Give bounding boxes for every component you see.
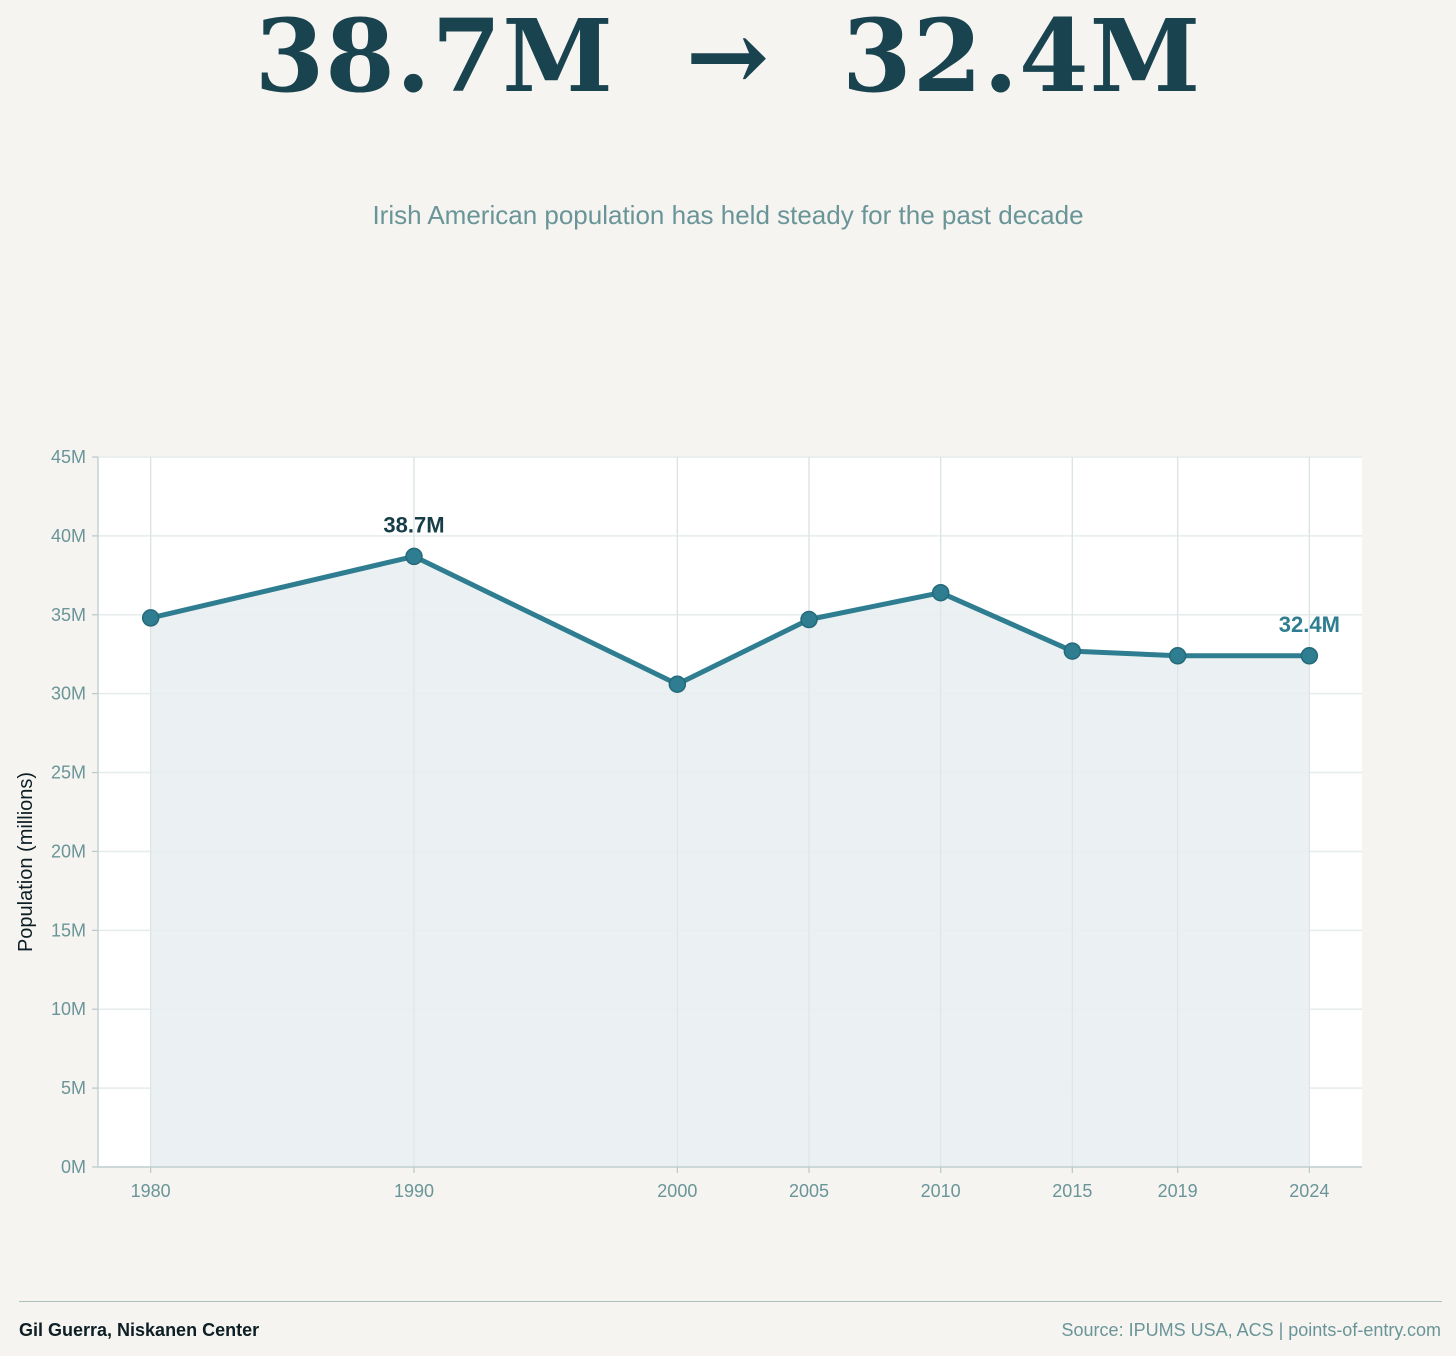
data-point: [405, 547, 423, 566]
y-tick-label: 15M: [51, 920, 86, 940]
population-chart: 0M 5M 10M 15M 20M 25M 30M 35M 40M 45M 1980 1990 2000…: [15, 447, 1362, 1201]
x-tick-label: 1990: [394, 1181, 434, 1201]
data-point: [1168, 647, 1187, 665]
x-tick-label: 2010: [921, 1181, 961, 1201]
chart-subtitle: Irish American population has held stead…: [372, 200, 1084, 230]
data-point: [1300, 647, 1319, 665]
data-point: [141, 609, 160, 627]
data-point: [931, 583, 950, 602]
x-tick-label: 2024: [1289, 1181, 1329, 1201]
footer-divider: [19, 1301, 1442, 1302]
y-tick-label: 10M: [51, 999, 86, 1019]
headline-arrow-glyph: →: [685, 0, 771, 115]
y-tick-label: 40M: [51, 526, 86, 546]
series-line: [148, 553, 1312, 687]
data-point: [800, 610, 818, 629]
footer-author: Gil Guerra, Niskanen Center: [19, 1320, 260, 1340]
y-tick-label: 35M: [51, 605, 86, 625]
headline-start-value: 38.7M: [254, 0, 614, 115]
data-label: 32.4M: [1279, 612, 1340, 637]
x-tick-label: 2005: [789, 1181, 829, 1201]
y-tick-label: 0M: [61, 1157, 86, 1177]
x-tick-label: 2019: [1158, 1181, 1198, 1201]
data-point: [668, 675, 687, 693]
y-tick-label: 20M: [51, 841, 86, 861]
y-axis-label: Population (millions): [15, 772, 37, 952]
y-tick-label: 5M: [61, 1078, 86, 1098]
y-tick-label: 30M: [51, 684, 86, 704]
footer-source: Source: IPUMS USA, ACS | points-of-entry…: [1061, 1320, 1441, 1340]
x-tick-label: 2000: [657, 1181, 697, 1201]
y-tick-label: 45M: [51, 447, 86, 467]
x-tick-label: 1980: [131, 1181, 171, 1201]
area-fill: [150, 556, 1310, 1167]
headline-end-value: 32.4M: [842, 0, 1202, 115]
data-label: 38.7M: [383, 512, 444, 537]
headline: 38.7M → 32.4M: [0, 0, 1456, 112]
data-point: [1063, 642, 1082, 660]
y-tick-label: 25M: [51, 763, 86, 783]
x-tick-label: 2015: [1052, 1181, 1092, 1201]
